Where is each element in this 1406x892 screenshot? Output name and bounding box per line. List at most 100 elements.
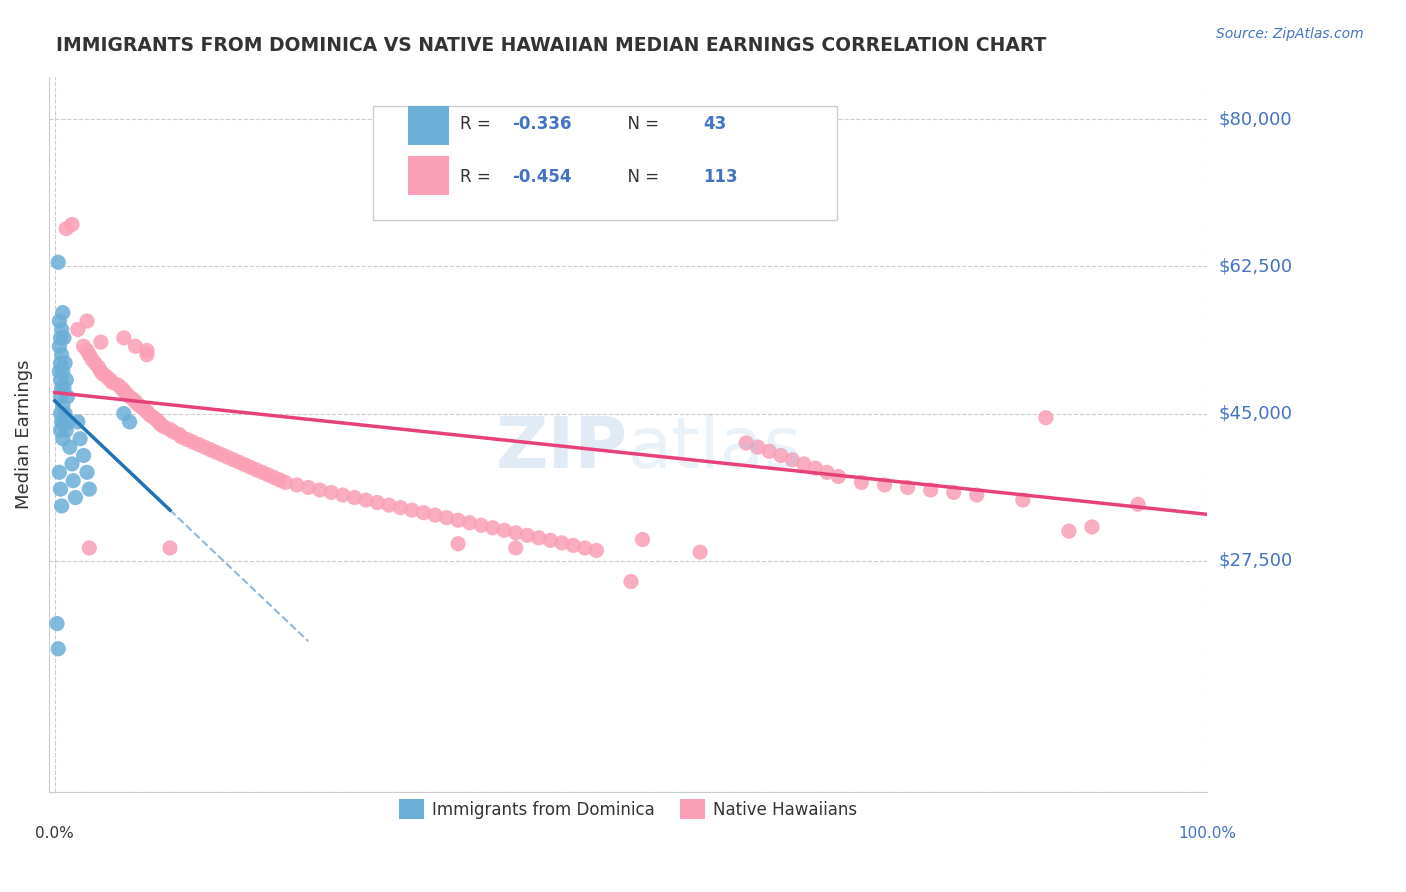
Immigrants from Dominica bbox=[51, 348, 73, 362]
Text: 113: 113 bbox=[703, 169, 738, 186]
Immigrants from Dominica bbox=[62, 474, 84, 488]
Native Hawaiians bbox=[516, 528, 538, 542]
Native Hawaiians bbox=[239, 460, 262, 475]
Native Hawaiians bbox=[138, 408, 160, 422]
Native Hawaiians bbox=[98, 373, 121, 387]
Native Hawaiians bbox=[585, 543, 607, 558]
Immigrants from Dominica bbox=[112, 407, 135, 421]
Native Hawaiians bbox=[84, 356, 107, 370]
Native Hawaiians bbox=[55, 221, 77, 235]
Native Hawaiians bbox=[321, 485, 343, 500]
Native Hawaiians bbox=[873, 478, 896, 492]
Text: R =: R = bbox=[460, 169, 496, 186]
Text: IMMIGRANTS FROM DOMINICA VS NATIVE HAWAIIAN MEDIAN EARNINGS CORRELATION CHART: IMMIGRANTS FROM DOMINICA VS NATIVE HAWAI… bbox=[56, 36, 1046, 54]
Native Hawaiians bbox=[118, 390, 141, 404]
Native Hawaiians bbox=[551, 536, 574, 550]
Native Hawaiians bbox=[1081, 520, 1104, 534]
Native Hawaiians bbox=[205, 445, 228, 459]
Native Hawaiians bbox=[447, 513, 470, 527]
Text: N =: N = bbox=[616, 115, 664, 133]
Native Hawaiians bbox=[136, 343, 159, 358]
Text: 43: 43 bbox=[703, 115, 727, 133]
Native Hawaiians bbox=[159, 541, 181, 555]
Native Hawaiians bbox=[966, 488, 988, 502]
Native Hawaiians bbox=[920, 483, 942, 497]
Immigrants from Dominica bbox=[60, 457, 83, 471]
Native Hawaiians bbox=[162, 425, 184, 439]
Native Hawaiians bbox=[76, 314, 98, 328]
Text: $27,500: $27,500 bbox=[1219, 551, 1292, 570]
Native Hawaiians bbox=[851, 475, 873, 490]
Native Hawaiians bbox=[127, 397, 149, 411]
Native Hawaiians bbox=[66, 322, 89, 336]
Immigrants from Dominica bbox=[48, 364, 70, 378]
Text: atlas: atlas bbox=[628, 414, 803, 483]
Native Hawaiians bbox=[159, 422, 181, 436]
Native Hawaiians bbox=[148, 415, 170, 429]
Native Hawaiians bbox=[401, 503, 423, 517]
Native Hawaiians bbox=[87, 360, 110, 375]
Native Hawaiians bbox=[274, 475, 297, 490]
Native Hawaiians bbox=[505, 525, 527, 540]
Immigrants from Dominica bbox=[48, 339, 70, 353]
Native Hawaiians bbox=[527, 531, 550, 545]
Native Hawaiians bbox=[458, 516, 481, 530]
Immigrants from Dominica bbox=[46, 641, 69, 656]
Native Hawaiians bbox=[494, 524, 516, 538]
Native Hawaiians bbox=[436, 510, 458, 524]
Text: $80,000: $80,000 bbox=[1219, 111, 1292, 128]
Immigrants from Dominica bbox=[65, 491, 87, 505]
Immigrants from Dominica bbox=[46, 255, 69, 269]
Native Hawaiians bbox=[804, 461, 827, 475]
Immigrants from Dominica bbox=[52, 415, 75, 429]
Native Hawaiians bbox=[815, 466, 838, 480]
Immigrants from Dominica bbox=[51, 499, 73, 513]
Text: Source: ZipAtlas.com: Source: ZipAtlas.com bbox=[1216, 27, 1364, 41]
FancyBboxPatch shape bbox=[373, 106, 837, 220]
Native Hawaiians bbox=[145, 412, 167, 426]
Native Hawaiians bbox=[90, 335, 112, 350]
Immigrants from Dominica bbox=[79, 482, 101, 496]
Immigrants from Dominica bbox=[51, 381, 73, 395]
Bar bbox=[408, 156, 449, 195]
Native Hawaiians bbox=[101, 376, 124, 390]
Native Hawaiians bbox=[942, 485, 965, 500]
Immigrants from Dominica bbox=[46, 616, 69, 631]
Native Hawaiians bbox=[134, 402, 156, 417]
Native Hawaiians bbox=[187, 437, 209, 451]
Native Hawaiians bbox=[896, 480, 918, 494]
Native Hawaiians bbox=[366, 495, 388, 509]
Bar bbox=[408, 106, 449, 145]
Native Hawaiians bbox=[233, 458, 256, 472]
Native Hawaiians bbox=[217, 450, 239, 465]
Native Hawaiians bbox=[176, 433, 198, 447]
Text: ZIP: ZIP bbox=[496, 414, 628, 483]
Native Hawaiians bbox=[423, 508, 446, 523]
Immigrants from Dominica bbox=[56, 390, 79, 404]
Native Hawaiians bbox=[538, 533, 561, 548]
Text: R =: R = bbox=[460, 115, 496, 133]
Immigrants from Dominica bbox=[52, 432, 75, 446]
Native Hawaiians bbox=[149, 417, 172, 432]
Native Hawaiians bbox=[481, 521, 503, 535]
Native Hawaiians bbox=[412, 506, 434, 520]
Native Hawaiians bbox=[76, 343, 98, 358]
Native Hawaiians bbox=[447, 537, 470, 551]
Native Hawaiians bbox=[96, 369, 118, 384]
Immigrants from Dominica bbox=[52, 364, 75, 378]
Native Hawaiians bbox=[1057, 524, 1080, 538]
Native Hawaiians bbox=[343, 491, 366, 505]
Immigrants from Dominica bbox=[72, 449, 94, 463]
Immigrants from Dominica bbox=[49, 331, 72, 345]
Native Hawaiians bbox=[211, 448, 233, 462]
Native Hawaiians bbox=[245, 463, 267, 477]
Immigrants from Dominica bbox=[118, 415, 141, 429]
Immigrants from Dominica bbox=[49, 423, 72, 437]
Native Hawaiians bbox=[115, 386, 138, 401]
Native Hawaiians bbox=[257, 467, 280, 482]
Native Hawaiians bbox=[747, 440, 769, 454]
Native Hawaiians bbox=[470, 518, 492, 533]
Immigrants from Dominica bbox=[51, 322, 73, 336]
Native Hawaiians bbox=[269, 473, 291, 487]
Immigrants from Dominica bbox=[49, 356, 72, 370]
